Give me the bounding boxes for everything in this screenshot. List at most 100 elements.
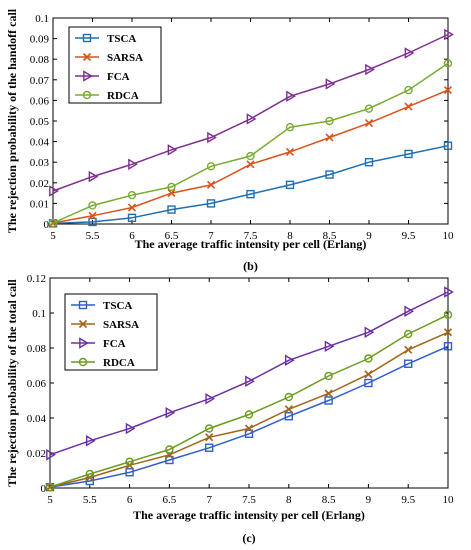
data-point bbox=[165, 445, 174, 454]
series-rdca bbox=[45, 310, 453, 492]
legend-label: FCA bbox=[107, 71, 130, 83]
data-point bbox=[205, 433, 214, 442]
legend-marker bbox=[79, 337, 89, 349]
y-tick-label: 0.09 bbox=[30, 34, 50, 46]
x-axis-label: The average traffic intensity per cell (… bbox=[135, 237, 367, 251]
data-point bbox=[284, 354, 295, 366]
data-point bbox=[404, 359, 413, 368]
y-axis-label: The rejection probability of the total c… bbox=[5, 279, 19, 487]
data-point bbox=[85, 435, 96, 447]
data-point bbox=[165, 455, 174, 465]
series-fca bbox=[46, 286, 454, 461]
data-point bbox=[284, 392, 293, 402]
y-tick-label: 0.08 bbox=[27, 343, 47, 355]
data-point bbox=[45, 482, 55, 492]
data-point bbox=[165, 407, 176, 419]
x-tick-label: 5 bbox=[50, 230, 56, 242]
data-point bbox=[404, 329, 413, 339]
data-point bbox=[325, 78, 336, 90]
x-tick-label: 8.5 bbox=[323, 230, 337, 242]
legend-box bbox=[68, 26, 162, 104]
data-point bbox=[443, 310, 453, 319]
y-tick-label: 0.1 bbox=[32, 308, 46, 320]
data-point bbox=[167, 144, 178, 156]
data-point bbox=[284, 405, 293, 414]
y-tick-label: 0.12 bbox=[27, 273, 46, 285]
data-point bbox=[404, 345, 413, 354]
y-tick-label: 0.1 bbox=[35, 13, 49, 25]
data-point bbox=[246, 160, 255, 169]
legend-marker bbox=[82, 90, 92, 100]
data-point bbox=[285, 122, 295, 132]
x-tick-label: 9.5 bbox=[402, 230, 416, 242]
data-point bbox=[444, 286, 454, 298]
y-tick-label: 0.06 bbox=[27, 378, 47, 390]
y-tick-label: 0.07 bbox=[30, 75, 50, 87]
data-point bbox=[246, 151, 255, 161]
data-point bbox=[364, 378, 373, 388]
y-tick-label: 0.03 bbox=[30, 157, 50, 169]
data-point bbox=[364, 104, 374, 113]
x-tick-label: 6.5 bbox=[165, 230, 179, 242]
series-line bbox=[52, 62, 449, 224]
x-tick-label: 7.5 bbox=[244, 230, 258, 242]
data-point bbox=[206, 199, 216, 208]
data-point bbox=[404, 85, 413, 95]
x-tick-label: 7 bbox=[206, 494, 212, 506]
x-tick-label: 10 bbox=[443, 230, 455, 242]
y-axis-label: The rejection probability of the handoff… bbox=[5, 8, 19, 233]
data-point bbox=[324, 340, 335, 352]
data-point bbox=[88, 217, 97, 227]
y-tick-label: 0 bbox=[44, 219, 50, 231]
data-point bbox=[167, 189, 176, 198]
legend-marker bbox=[82, 33, 92, 43]
legend-label: SARSA bbox=[103, 319, 139, 331]
legend-marker bbox=[82, 52, 92, 62]
data-point bbox=[404, 149, 413, 159]
x-tick-label: 9 bbox=[366, 230, 372, 242]
legend-marker bbox=[78, 357, 88, 367]
data-point bbox=[246, 189, 255, 199]
x-tick-label: 9.5 bbox=[401, 494, 415, 506]
series-rdca bbox=[48, 59, 453, 228]
y-tick-label: 0.08 bbox=[30, 54, 50, 66]
data-point bbox=[364, 370, 373, 379]
x-tick-label: 9 bbox=[366, 494, 372, 506]
data-point bbox=[324, 396, 333, 405]
data-point bbox=[324, 389, 333, 398]
data-point bbox=[167, 205, 176, 214]
x-tick-label: 8.5 bbox=[322, 494, 336, 506]
data-point bbox=[325, 116, 334, 126]
x-tick-label: 6.5 bbox=[163, 494, 177, 506]
x-axis-label: The average traffic intensity per cell (… bbox=[133, 508, 365, 522]
legend-marker bbox=[78, 319, 88, 329]
data-point bbox=[125, 468, 134, 477]
data-point bbox=[404, 47, 415, 59]
x-tick-label: 8 bbox=[286, 494, 292, 506]
series-line bbox=[49, 291, 449, 456]
legend-marker bbox=[78, 300, 88, 310]
data-point bbox=[204, 443, 214, 452]
y-tick-label: 0.04 bbox=[27, 413, 47, 425]
data-point bbox=[88, 211, 97, 220]
y-tick-label: 0.02 bbox=[30, 178, 49, 190]
data-point bbox=[325, 170, 334, 179]
data-point bbox=[128, 158, 138, 170]
legend: TSCA SARSA FCA RDCA bbox=[64, 293, 158, 371]
series-fca bbox=[49, 28, 454, 197]
data-point bbox=[325, 133, 334, 142]
x-tick-label: 7.5 bbox=[242, 494, 256, 506]
data-point bbox=[324, 371, 333, 381]
legend-label: TSCA bbox=[103, 300, 132, 312]
data-point bbox=[443, 86, 453, 95]
y-tick-label: 0 bbox=[41, 483, 47, 495]
data-point bbox=[125, 457, 134, 466]
legend-label: FCA bbox=[103, 338, 126, 350]
data-point bbox=[285, 147, 295, 156]
data-point bbox=[364, 354, 373, 363]
data-point bbox=[364, 157, 374, 167]
y-tick-label: 0.01 bbox=[30, 198, 49, 210]
series-line bbox=[52, 33, 449, 192]
legend-label: RDCA bbox=[103, 357, 135, 369]
